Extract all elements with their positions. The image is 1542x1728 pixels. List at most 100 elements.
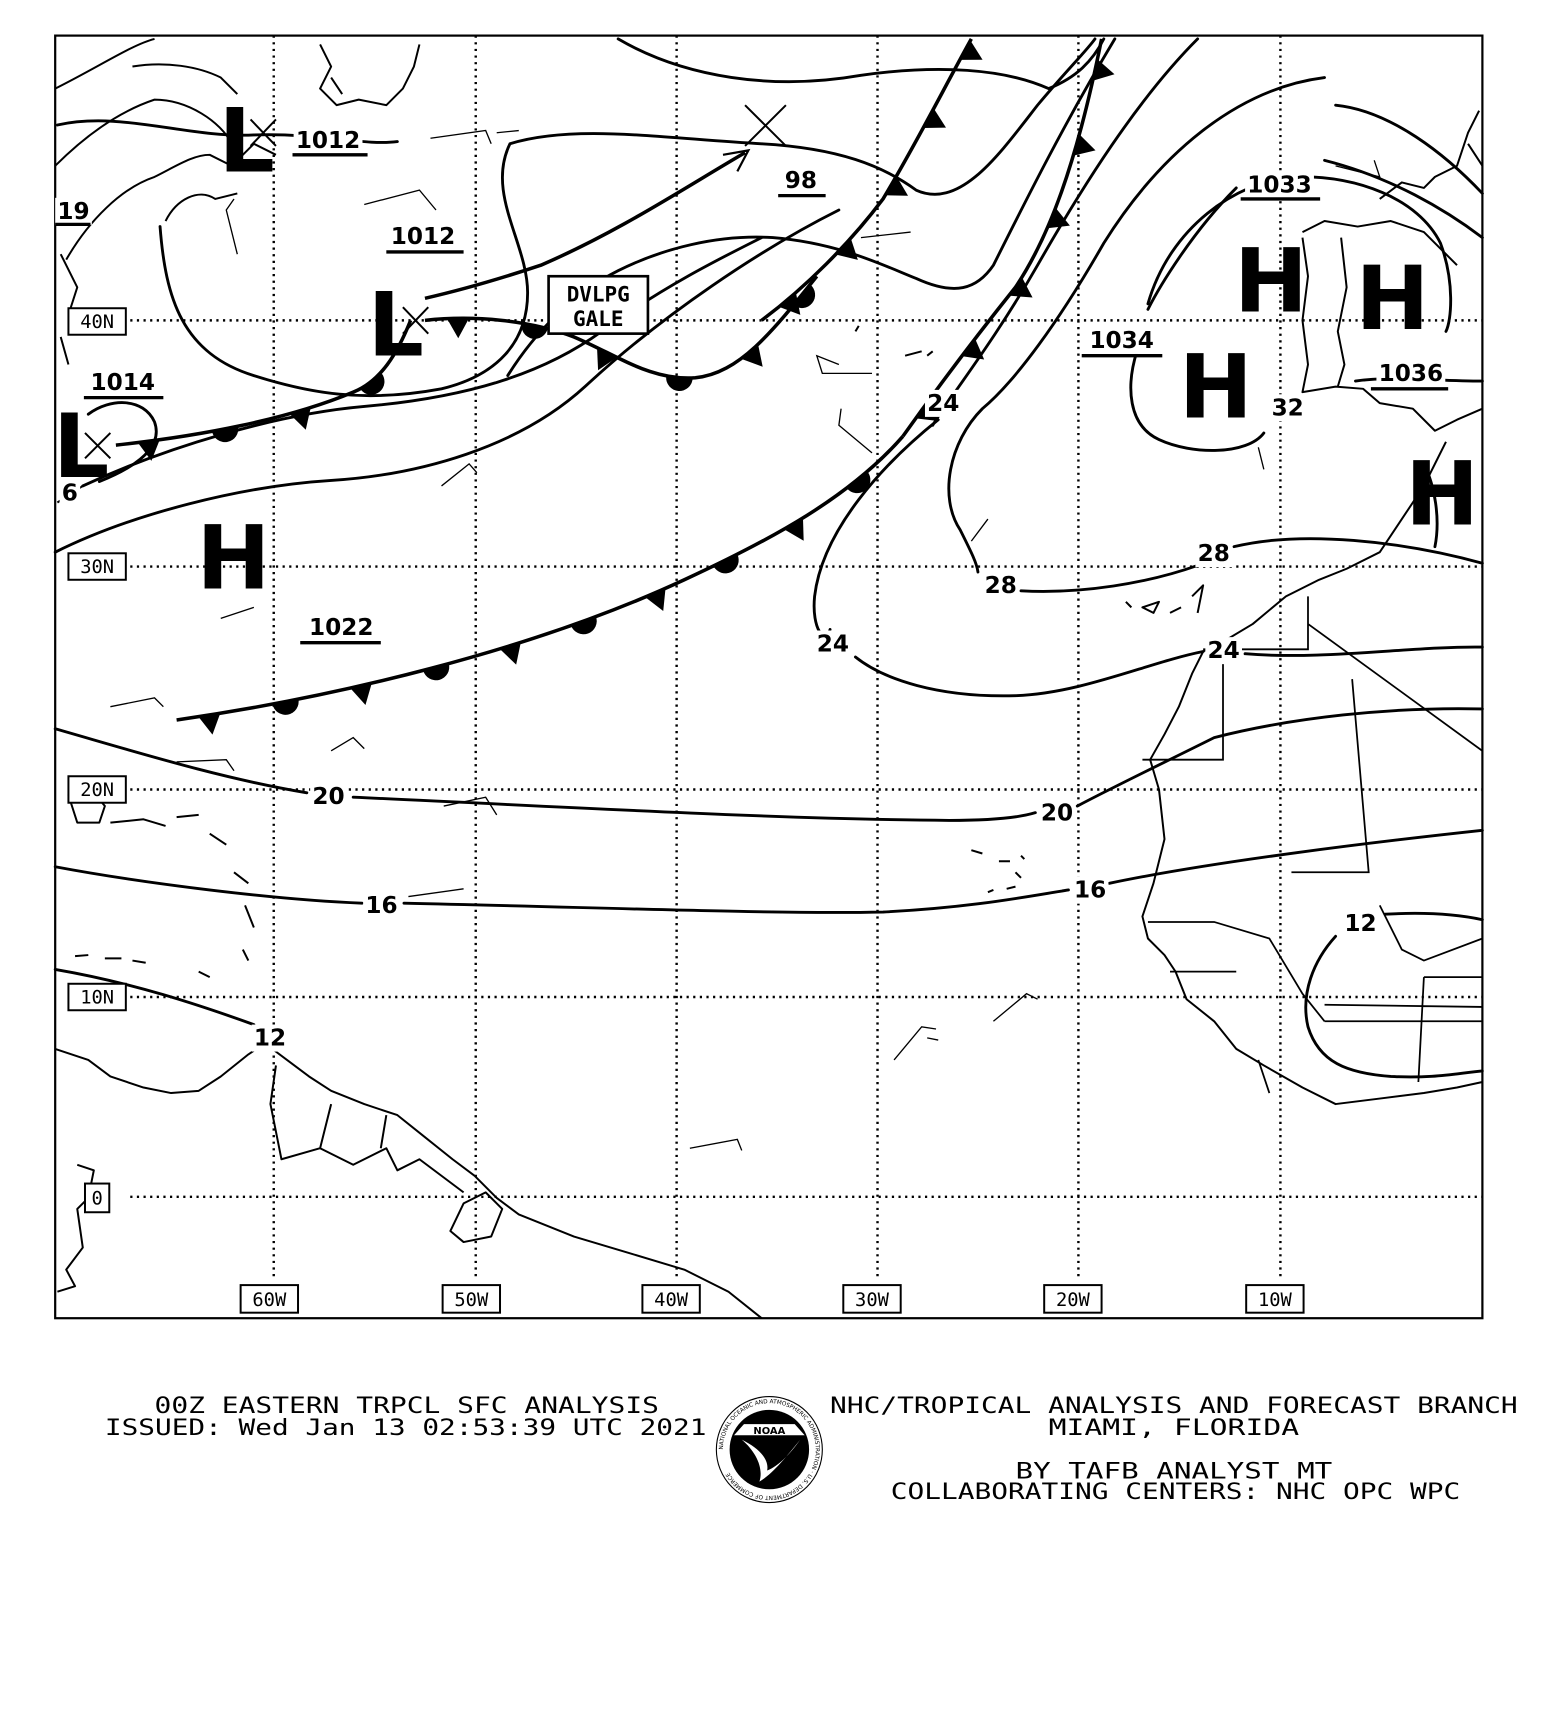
wind-barb-icon xyxy=(689,160,1381,1151)
cold-front-triangle-icon xyxy=(835,238,858,260)
label-background xyxy=(1342,909,1379,937)
pressure-value-label: 1036 xyxy=(1379,360,1443,387)
isobar xyxy=(81,236,764,488)
label-background xyxy=(924,389,962,417)
cold-front-triangle-icon xyxy=(1092,59,1115,81)
isobar xyxy=(1146,175,1453,333)
label-background xyxy=(1071,876,1109,904)
noaa-logo: NOAA NATIONAL OCEANIC AND ATMOSPHERIC AD… xyxy=(715,1396,823,1504)
isobar xyxy=(402,888,1070,914)
pressure-value-label: 19 xyxy=(57,198,89,225)
label-background xyxy=(1245,171,1314,199)
wind-barb-icon xyxy=(225,198,238,255)
wind-barbs xyxy=(110,129,1381,1151)
high-center-symbol: H xyxy=(1234,230,1308,333)
lon-label-30w: 30W xyxy=(855,1290,890,1311)
cold-front-triangle-icon xyxy=(597,347,617,371)
low-center-x-icon xyxy=(84,432,112,460)
isobar-label: 24 xyxy=(1208,637,1240,664)
lon-label-20w: 20W xyxy=(1056,1290,1091,1311)
warm-front-semicircle-icon xyxy=(666,376,693,391)
pressure-value-label: 1014 xyxy=(91,369,155,396)
cold-front-triangle-icon xyxy=(289,407,311,430)
label-background xyxy=(982,572,1020,600)
label-background xyxy=(1038,799,1076,827)
label-background xyxy=(388,223,458,251)
isobar xyxy=(1383,911,1484,922)
lon-label-40w: 40W xyxy=(654,1290,689,1311)
stationary-front xyxy=(176,435,905,722)
label-background xyxy=(306,613,376,641)
chart-footer: 00Z EASTERN TRPCL SFC ANALYSIS ISSUED: W… xyxy=(105,1394,1518,1505)
wind-barb-icon xyxy=(860,231,1265,542)
low-track xyxy=(424,151,746,301)
label-background xyxy=(88,368,158,396)
low-center-x-icon xyxy=(249,118,277,147)
wind-barb-icon xyxy=(815,354,872,375)
isobar-label: 24 xyxy=(927,390,959,417)
lat-label-20n: 20N xyxy=(80,780,114,801)
warm-front-semicircle-icon xyxy=(212,426,239,443)
cold-front-triangle-icon xyxy=(779,292,801,315)
isobar xyxy=(53,967,256,1027)
isobar xyxy=(53,727,309,795)
isobar xyxy=(1107,828,1484,885)
isobar-label: 28 xyxy=(985,572,1017,599)
isobar-labels: 24 32 28 28 24 24 20 20 16 16 12 12 6 xyxy=(59,389,1379,1052)
cold-front-triangle-icon xyxy=(1009,277,1033,298)
latitude-labels: 40N 30N 20N 10N 0 xyxy=(67,307,127,1214)
issued-timestamp: ISSUED: Wed Jan 13 02:53:39 UTC 2021 xyxy=(105,1416,707,1441)
isobar xyxy=(53,208,841,554)
chart-title: 00Z EASTERN TRPCL SFC ANALYSIS xyxy=(155,1394,659,1419)
office-name: NHC/TROPICAL ANALYSIS AND FORECAST BRANC… xyxy=(830,1394,1518,1419)
high-center-symbol: H xyxy=(196,507,270,610)
cold-front-triangle-icon xyxy=(446,318,470,339)
warm-front-semicircle-icon xyxy=(423,663,450,681)
warm-front-semicircle-icon xyxy=(272,699,299,715)
high-center-symbol: H xyxy=(1355,247,1429,350)
collaborating-centers: COLLABORATING CENTERS: NHC OPC WPC xyxy=(891,1480,1461,1505)
cold-front-triangle-icon xyxy=(741,344,763,367)
isobar-label: 24 xyxy=(817,631,849,658)
isobar-label: 20 xyxy=(312,783,344,810)
graticule xyxy=(130,35,1483,1281)
pressure-value-label: 1033 xyxy=(1247,171,1311,198)
isobar xyxy=(1334,103,1484,195)
isobar-label: 12 xyxy=(1344,910,1376,937)
lon-label-10w: 10W xyxy=(1258,1290,1293,1311)
cold-front-triangle-icon xyxy=(923,108,947,128)
cold-front-triangle-icon xyxy=(961,338,985,360)
isobar xyxy=(1323,158,1484,240)
isobar xyxy=(1232,537,1484,565)
cold-front-triangle-icon xyxy=(645,588,666,611)
cold-front xyxy=(760,38,973,322)
label-background xyxy=(1269,394,1307,422)
gale-label-line1: DVLPG xyxy=(567,283,630,307)
label-background xyxy=(782,166,820,194)
isobar xyxy=(1019,563,1200,593)
low-center-x-icon xyxy=(402,306,429,335)
label-background xyxy=(1087,326,1157,354)
cold-front-triangle-icon xyxy=(198,713,221,735)
wind-barb-icon xyxy=(441,462,478,487)
high-center-symbol: H xyxy=(1405,443,1479,546)
analyst-credit: BY TAFB ANALYST MT xyxy=(1015,1459,1332,1484)
lon-label-60w: 60W xyxy=(252,1290,287,1311)
pressure-centers: L 1012 L 1012 L 1014 H 1022 98 H 1033 H … xyxy=(53,89,1479,645)
warm-front-semicircle-icon xyxy=(846,471,871,494)
low-center-symbol: L xyxy=(219,89,275,192)
isobar xyxy=(1129,349,1266,452)
fronts xyxy=(115,38,1115,735)
low-center-symbol: L xyxy=(368,274,424,377)
isobar-label: 32 xyxy=(1272,394,1304,421)
label-background xyxy=(363,892,400,920)
low-center-x-icon xyxy=(744,104,787,147)
lat-label-equator: 0 xyxy=(91,1189,102,1210)
stationary-front xyxy=(115,319,413,447)
pressure-value-label: 1034 xyxy=(1089,327,1153,354)
label-background xyxy=(59,479,81,507)
label-background xyxy=(1195,540,1233,568)
isobars xyxy=(53,37,1484,1079)
cold-front-triangle-icon xyxy=(1073,134,1096,156)
